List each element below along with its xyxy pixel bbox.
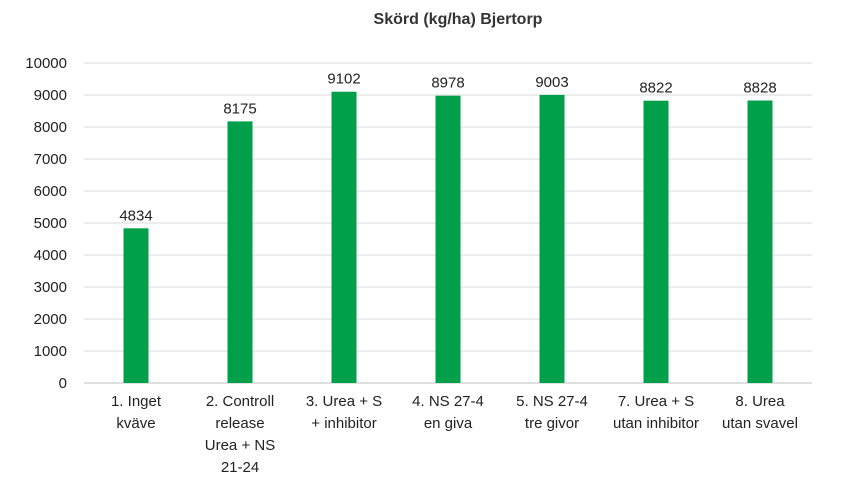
data-label: 9102: [327, 71, 360, 88]
data-label: 4834: [119, 207, 152, 224]
y-tick-label: 3000: [34, 279, 67, 296]
bars: [123, 91, 773, 384]
x-tick-label: 4. NS 27-4 en giva: [412, 393, 484, 432]
x-tick-label-line: 8. Urea: [735, 393, 785, 410]
bar: [539, 94, 565, 384]
x-axis-tick-labels: 1. Inget kväve 2. Controll release Urea + NS…: [111, 393, 798, 476]
x-tick-label-line: 3. Urea + S: [306, 393, 382, 410]
x-tick-label-line: utan inhibitor: [613, 415, 699, 432]
y-tick-label: 6000: [34, 183, 67, 200]
y-tick-label: 7000: [34, 151, 67, 168]
y-tick-label: 0: [59, 375, 67, 392]
x-tick-label-line: 21-24: [221, 459, 259, 476]
x-tick-label: 5. NS 27-4 tre givor: [516, 393, 588, 432]
bar: [435, 95, 461, 383]
data-labels: 4834 8175 9102 8978 9003 8822 8828: [119, 71, 776, 225]
x-tick-label-line: tre givor: [525, 415, 579, 432]
chart-title: Skörd (kg/ha) Bjertorp: [374, 11, 543, 28]
bar: [123, 228, 149, 383]
x-tick-label-line: 5. NS 27-4: [516, 393, 588, 410]
data-label: 8822: [639, 80, 672, 97]
x-tick-label-line: Urea + NS: [205, 437, 275, 454]
x-tick-label-line: kväve: [116, 415, 155, 432]
y-tick-label: 9000: [34, 87, 67, 104]
data-label: 8828: [743, 80, 776, 97]
x-tick-label: 2. Controll release Urea + NS 21-24: [205, 393, 275, 476]
x-tick-label: 8. Urea utan svavel: [722, 393, 798, 432]
x-tick-label-line: en giva: [424, 415, 473, 432]
y-tick-label: 2000: [34, 311, 67, 328]
x-tick-label: 3. Urea + S + inhibitor: [306, 393, 382, 432]
y-tick-label: 1000: [34, 343, 67, 360]
data-label: 9003: [535, 74, 568, 91]
y-tick-label: 5000: [34, 215, 67, 232]
bar: [643, 100, 669, 384]
x-tick-label-line: 7. Urea + S: [618, 393, 694, 410]
bar: [747, 100, 773, 383]
x-tick-label-line: release: [215, 415, 264, 432]
bar: [331, 91, 357, 384]
x-tick-label-line: + inhibitor: [311, 415, 376, 432]
data-label: 8175: [223, 100, 256, 117]
y-tick-label: 10000: [25, 55, 67, 72]
y-tick-label: 4000: [34, 247, 67, 264]
x-tick-label-line: utan svavel: [722, 415, 798, 432]
x-tick-label: 7. Urea + S utan inhibitor: [613, 393, 699, 432]
x-tick-label-line: 2. Controll: [206, 393, 274, 410]
y-tick-label: 8000: [34, 119, 67, 136]
x-tick-label-line: 1. Inget: [111, 393, 162, 410]
data-label: 8978: [431, 75, 464, 92]
x-tick-label-line: 4. NS 27-4: [412, 393, 484, 410]
bar: [227, 121, 253, 384]
y-axis-tick-labels: 0 1000 2000 3000 4000 5000 6000 7000 8000 9000 100…: [25, 55, 67, 392]
x-tick-label: 1. Inget kväve: [111, 393, 162, 432]
